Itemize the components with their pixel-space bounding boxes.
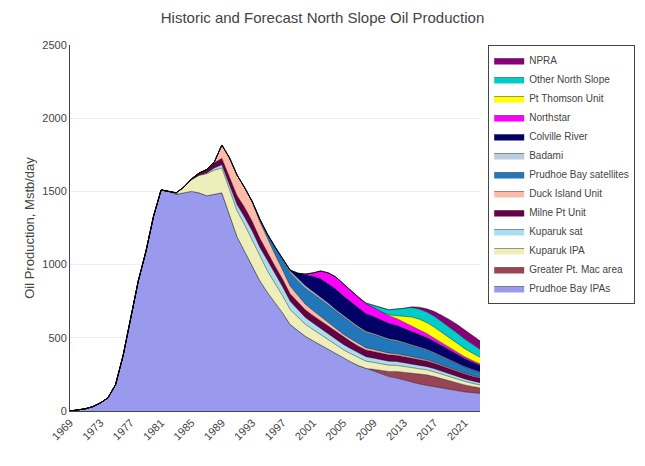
svg-text:Other North Slope: Other North Slope <box>529 74 610 85</box>
svg-text:2021: 2021 <box>444 417 470 443</box>
svg-text:1981: 1981 <box>141 417 167 443</box>
svg-text:2017: 2017 <box>414 417 440 443</box>
svg-text:1993: 1993 <box>232 417 258 443</box>
svg-text:1500: 1500 <box>42 185 66 197</box>
svg-text:1985: 1985 <box>171 417 197 443</box>
svg-text:1989: 1989 <box>201 417 227 443</box>
svg-text:1969: 1969 <box>50 417 76 443</box>
svg-text:Northstar: Northstar <box>529 112 571 123</box>
svg-text:2013: 2013 <box>384 417 410 443</box>
svg-text:NPRA: NPRA <box>529 55 557 66</box>
svg-text:2009: 2009 <box>353 417 379 443</box>
svg-text:1000: 1000 <box>42 258 66 270</box>
svg-text:Colville River: Colville River <box>529 131 588 142</box>
svg-text:2000: 2000 <box>42 112 66 124</box>
svg-text:Prudhoe Bay IPAs: Prudhoe Bay IPAs <box>529 283 610 294</box>
svg-text:Milne Pt Unit: Milne Pt Unit <box>529 207 586 218</box>
svg-text:Kuparuk sat: Kuparuk sat <box>529 226 583 237</box>
svg-text:1997: 1997 <box>262 417 288 443</box>
svg-text:1973: 1973 <box>80 417 106 443</box>
svg-text:2001: 2001 <box>292 417 318 443</box>
svg-text:Duck Island Unit: Duck Island Unit <box>529 188 602 199</box>
svg-text:Badami: Badami <box>529 150 563 161</box>
svg-text:Pt Thomson Unit: Pt Thomson Unit <box>529 93 604 104</box>
svg-text:Kuparuk IPA: Kuparuk IPA <box>529 245 585 256</box>
svg-text:Historic and Forecast North Sl: Historic and Forecast North Slope Oil Pr… <box>161 9 484 26</box>
svg-text:500: 500 <box>48 332 66 344</box>
svg-text:Oil Production, Mstb/day: Oil Production, Mstb/day <box>22 157 37 299</box>
svg-text:2500: 2500 <box>42 39 66 51</box>
svg-text:2005: 2005 <box>323 417 349 443</box>
svg-text:Prudhoe Bay satellites: Prudhoe Bay satellites <box>529 169 629 180</box>
svg-text:Greater Pt. Mac area: Greater Pt. Mac area <box>529 264 623 275</box>
svg-text:0: 0 <box>61 405 67 417</box>
svg-text:1977: 1977 <box>110 417 136 443</box>
